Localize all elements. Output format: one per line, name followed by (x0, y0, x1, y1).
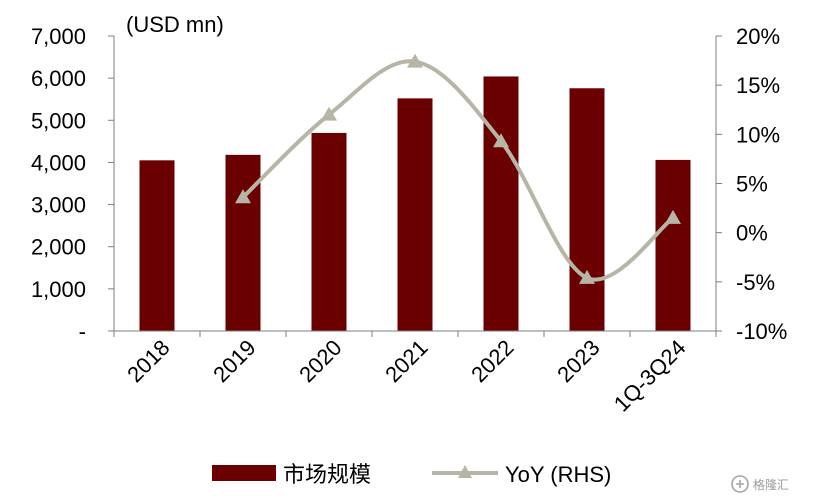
yoy-point-marker (579, 269, 595, 284)
x-tick-label: 2018 (122, 335, 174, 387)
left-tick-label: 7,000 (31, 24, 86, 49)
x-tick-label: 2019 (208, 335, 260, 387)
gelonghui-logo-icon (731, 475, 749, 493)
bar (569, 88, 605, 331)
bar (655, 159, 691, 331)
right-axis-ticks: -10% -5% 0% 5% 10% 15% 20% (736, 24, 787, 344)
yoy-line-series (235, 53, 681, 284)
x-tick-label: 2020 (294, 335, 346, 387)
legend-swatch-bar (212, 465, 276, 481)
right-tick-label: 20% (736, 24, 780, 49)
bar (311, 132, 347, 331)
left-tick-label: - (79, 319, 86, 344)
left-tick-label: 4,000 (31, 150, 86, 175)
watermark-text: 格隆汇 (753, 477, 789, 492)
axes (108, 35, 722, 337)
left-tick-label: 1,000 (31, 277, 86, 302)
bar (225, 154, 261, 331)
right-tick-label: 10% (736, 122, 780, 147)
yoy-line (241, 59, 675, 282)
bar-series (139, 76, 691, 331)
yoy-point-marker (235, 189, 251, 204)
left-tick-label: 3,000 (31, 193, 86, 218)
yoy-point-marker (665, 209, 681, 224)
legend-label-bar: 市场规模 (283, 462, 371, 487)
right-tick-label: 15% (736, 73, 780, 98)
legend-line-marker-icon (458, 465, 472, 478)
right-tick-label: -5% (736, 270, 775, 295)
yoy-point-marker (493, 133, 509, 148)
x-axis-labels: 2018 2019 2020 2021 2022 2023 1Q-3Q24 (122, 335, 690, 417)
watermark: 格隆汇 (724, 472, 810, 496)
right-tick-label: 5% (736, 172, 768, 197)
bar (483, 76, 519, 331)
yoy-point-marker (407, 53, 423, 68)
right-tick-label: -10% (736, 319, 787, 344)
bar (397, 98, 433, 331)
left-tick-label: 2,000 (31, 235, 86, 260)
bar (139, 160, 175, 331)
yoy-point-marker (321, 106, 337, 121)
y-axis-unit-label: (USD mn) (126, 12, 224, 37)
legend-label-line: YoY (RHS) (505, 462, 611, 487)
right-tick-label: 0% (736, 221, 768, 246)
left-tick-label: 6,000 (31, 66, 86, 91)
left-axis-ticks: - 1,000 2,000 3,000 4,000 5,000 6,000 7,000 (31, 24, 86, 344)
x-tick-label: 2021 (380, 335, 432, 387)
legend: 市场规模 YoY (RHS) (212, 462, 611, 487)
x-tick-label: 2023 (552, 335, 604, 387)
x-tick-label: 2022 (466, 335, 518, 387)
left-tick-label: 5,000 (31, 108, 86, 133)
x-tick-label: 1Q-3Q24 (609, 335, 691, 417)
